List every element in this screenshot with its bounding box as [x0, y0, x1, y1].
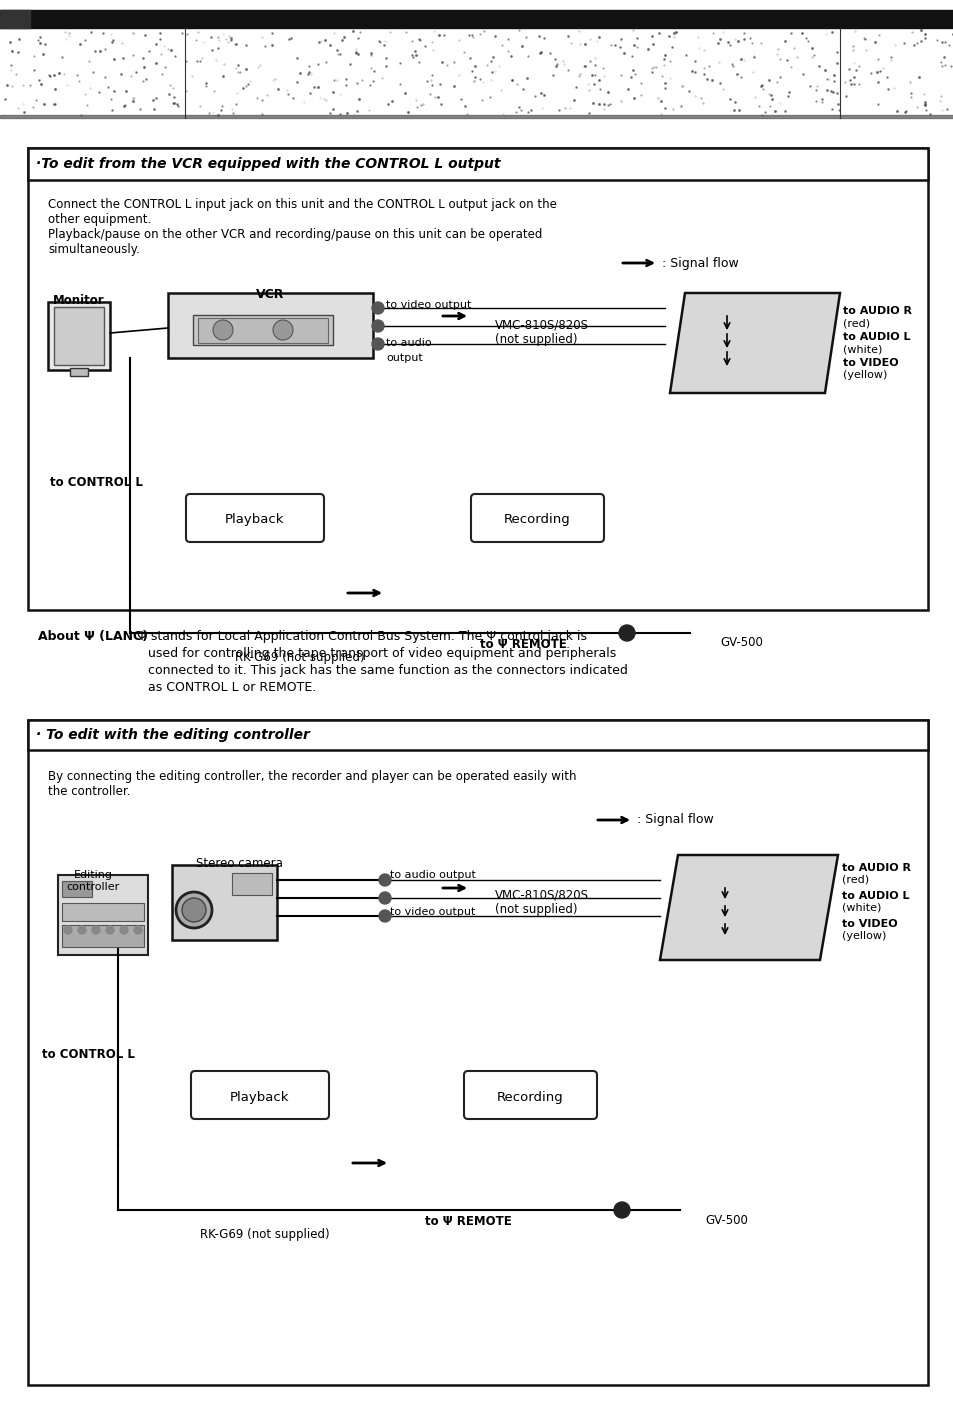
- Text: to VIDEO: to VIDEO: [842, 358, 898, 368]
- Bar: [193, 315, 333, 346]
- Text: By connecting the editing controller, the recorder and player can be operated ea: By connecting the editing controller, th…: [48, 770, 576, 783]
- Circle shape: [120, 926, 128, 934]
- Bar: [58, 875, 148, 955]
- Circle shape: [106, 926, 113, 934]
- Bar: [62, 924, 144, 947]
- FancyBboxPatch shape: [186, 495, 324, 542]
- Text: to AUDIO L: to AUDIO L: [842, 332, 909, 341]
- Text: (red): (red): [841, 875, 868, 885]
- Text: the controller.: the controller.: [48, 785, 131, 798]
- Circle shape: [78, 926, 86, 934]
- Text: to CONTROL L: to CONTROL L: [42, 1048, 134, 1062]
- Text: · To edit with the editing controller: · To edit with the editing controller: [36, 728, 310, 742]
- Text: (not supplied): (not supplied): [495, 903, 577, 916]
- Polygon shape: [659, 856, 837, 960]
- Text: RK-G69 (not supplied): RK-G69 (not supplied): [234, 651, 364, 665]
- Text: to AUDIO R: to AUDIO R: [841, 863, 910, 873]
- Circle shape: [273, 320, 293, 340]
- Text: VCR: VCR: [255, 288, 284, 301]
- Text: Recording: Recording: [503, 513, 570, 527]
- Circle shape: [91, 926, 100, 934]
- Text: GV-500: GV-500: [720, 636, 762, 649]
- Text: to AUDIO R: to AUDIO R: [842, 306, 911, 316]
- Bar: [54, 308, 104, 365]
- Circle shape: [378, 874, 391, 887]
- Text: VMC-810S/820S: VMC-810S/820S: [495, 318, 588, 332]
- Bar: [0, 10, 953, 28]
- Text: used for controlling the tape transport of video equipment and peripherals: used for controlling the tape transport …: [148, 646, 616, 660]
- Circle shape: [213, 320, 233, 340]
- Circle shape: [372, 302, 384, 313]
- Text: Connect the CONTROL L input jack on this unit and the CONTROL L output jack on t: Connect the CONTROL L input jack on this…: [48, 198, 557, 211]
- Text: VMC-810S/820S: VMC-810S/820S: [495, 888, 588, 901]
- Text: to CONTROL L: to CONTROL L: [50, 476, 143, 489]
- Text: (white): (white): [841, 903, 881, 913]
- Circle shape: [133, 926, 142, 934]
- Circle shape: [182, 898, 206, 922]
- Bar: [28, 148, 927, 610]
- Text: to VIDEO: to VIDEO: [841, 919, 897, 929]
- Text: : Signal flow: : Signal flow: [637, 813, 713, 826]
- Text: other equipment.: other equipment.: [48, 214, 152, 226]
- Bar: [168, 294, 373, 358]
- Circle shape: [378, 910, 391, 922]
- Text: connected to it. This jack has the same function as the connectors indicated: connected to it. This jack has the same …: [148, 665, 627, 677]
- Bar: [62, 903, 144, 922]
- Text: Playback: Playback: [225, 513, 284, 527]
- Text: to Ψ REMOTE: to Ψ REMOTE: [424, 1215, 511, 1228]
- Text: simultaneously.: simultaneously.: [48, 243, 140, 256]
- Text: Ψ stands for Local Application Control Bus System. The Ψ control jack is: Ψ stands for Local Application Control B…: [132, 629, 586, 643]
- FancyBboxPatch shape: [471, 495, 603, 542]
- Polygon shape: [669, 294, 840, 393]
- Text: Monitor: Monitor: [53, 294, 105, 308]
- Circle shape: [614, 1203, 629, 1218]
- Text: as CONTROL L or REMOTE.: as CONTROL L or REMOTE.: [148, 681, 315, 694]
- Text: About Ψ (LANC): About Ψ (LANC): [38, 629, 148, 643]
- Bar: [0, 115, 953, 118]
- Bar: [28, 148, 927, 180]
- FancyBboxPatch shape: [191, 1071, 329, 1118]
- Circle shape: [618, 625, 635, 641]
- FancyBboxPatch shape: [463, 1071, 597, 1118]
- Text: (white): (white): [842, 344, 882, 354]
- Bar: [70, 368, 88, 377]
- Circle shape: [372, 320, 384, 332]
- Text: Recording: Recording: [497, 1090, 563, 1103]
- Text: RK-G69 (not supplied): RK-G69 (not supplied): [200, 1228, 330, 1241]
- Bar: [0, 0, 953, 131]
- Text: to video output: to video output: [386, 301, 471, 311]
- Bar: [48, 302, 110, 370]
- Text: to video output: to video output: [390, 908, 475, 917]
- Bar: [172, 865, 276, 940]
- Text: GV-500: GV-500: [704, 1214, 747, 1227]
- Text: output: output: [386, 353, 422, 362]
- Text: ·To edit from the VCR equipped with the CONTROL L output: ·To edit from the VCR equipped with the …: [36, 157, 500, 171]
- Text: to AUDIO L: to AUDIO L: [841, 891, 908, 901]
- Bar: [28, 148, 927, 180]
- Circle shape: [378, 892, 391, 903]
- Text: (not supplied): (not supplied): [495, 333, 577, 346]
- Circle shape: [175, 892, 212, 927]
- Circle shape: [372, 339, 384, 350]
- Text: to audio: to audio: [386, 339, 431, 348]
- Text: : Signal flow: : Signal flow: [661, 257, 738, 270]
- Bar: [28, 719, 927, 1385]
- Bar: [198, 318, 328, 343]
- Text: controller: controller: [67, 882, 119, 892]
- Text: (red): (red): [842, 318, 869, 327]
- Circle shape: [64, 926, 71, 934]
- Bar: [0, 10, 30, 28]
- Text: Playback/pause on the other VCR and recording/pause on this unit can be operated: Playback/pause on the other VCR and reco…: [48, 228, 542, 242]
- Text: (yellow): (yellow): [842, 370, 886, 379]
- Bar: [62, 881, 91, 896]
- Text: to Ψ REMOTE: to Ψ REMOTE: [479, 638, 566, 651]
- Text: Playback: Playback: [230, 1090, 290, 1103]
- Text: Editing: Editing: [73, 870, 112, 880]
- Text: (yellow): (yellow): [841, 932, 885, 941]
- Text: to audio output: to audio output: [390, 870, 476, 880]
- Bar: [232, 873, 272, 895]
- Text: Stereo camera: Stereo camera: [195, 857, 282, 870]
- Bar: [28, 719, 927, 750]
